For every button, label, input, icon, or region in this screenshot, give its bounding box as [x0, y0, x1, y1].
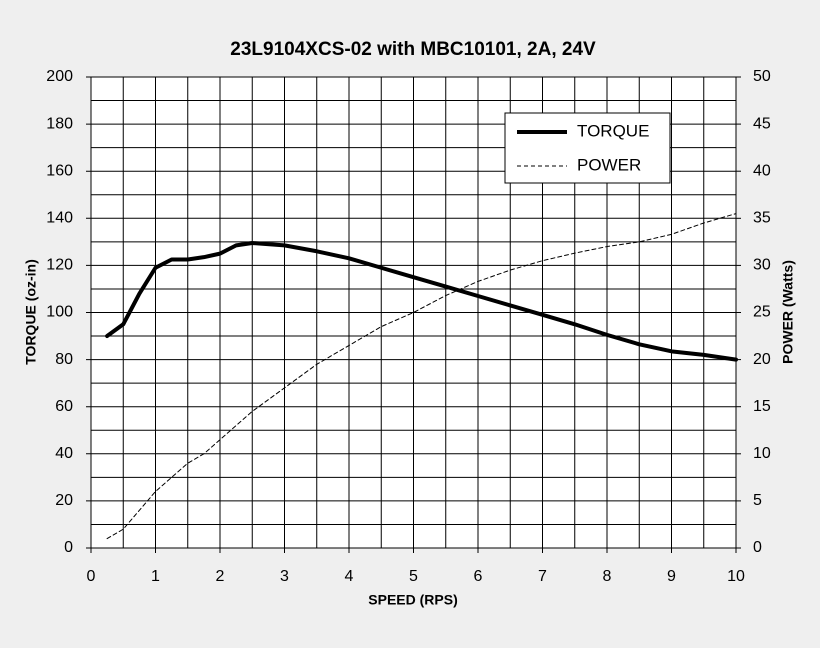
- y2-tick-label: 50: [753, 68, 771, 85]
- legend-box: [504, 112, 671, 184]
- y2-tick-label: 5: [753, 492, 762, 509]
- y-tick-label: 20: [55, 492, 73, 509]
- y2-tick-label: 20: [753, 351, 771, 368]
- y2-tick-label: 10: [753, 445, 771, 462]
- x-tick-label: 6: [474, 568, 483, 585]
- y2-tick-label: 30: [753, 257, 771, 274]
- y-tick-label: 160: [46, 162, 73, 179]
- y2-tick-label: 15: [753, 398, 771, 415]
- data-line: [105, 241, 738, 362]
- x-tick-label: 3: [280, 568, 289, 585]
- y-tick-label: 100: [46, 304, 73, 321]
- y2-tick-label: 35: [753, 210, 771, 227]
- y2-tick-label: 45: [753, 115, 771, 132]
- chart-title: 23L9104XCS-02 with MBC10101, 2A, 24V: [230, 39, 596, 60]
- y2-tick-label: 25: [753, 304, 771, 321]
- x-tick-label: 10: [727, 568, 745, 585]
- legend-label: POWER: [577, 155, 641, 174]
- y-tick-label: 140: [46, 210, 73, 227]
- y-tick-label: 180: [46, 115, 73, 132]
- data-line: [106, 213, 737, 540]
- y-tick-label: 200: [46, 68, 73, 85]
- x-tick-label: 9: [667, 568, 676, 585]
- y-tick-label: 80: [55, 351, 73, 368]
- y-axis-label: TORQUE (oz-in): [23, 259, 39, 365]
- x-tick-label: 0: [87, 568, 96, 585]
- y2-tick-label: 0: [753, 539, 762, 556]
- y2-axis-label: POWER (Watts): [780, 260, 796, 364]
- x-axis-label: SPEED (RPS): [368, 592, 457, 608]
- y-tick-label: 60: [55, 398, 73, 415]
- x-tick-label: 5: [409, 568, 418, 585]
- x-tick-label: 4: [345, 568, 354, 585]
- y-tick-label: 0: [64, 539, 73, 556]
- y2-tick-label: 40: [753, 162, 771, 179]
- plot-border: [90, 76, 737, 549]
- x-tick-label: 7: [538, 568, 547, 585]
- legend-label: TORQUE: [577, 121, 649, 140]
- x-tick-label: 2: [216, 568, 225, 585]
- y-tick-label: 120: [46, 257, 73, 274]
- x-tick-label: 8: [603, 568, 612, 585]
- y-tick-label: 40: [55, 445, 73, 462]
- x-tick-label: 1: [151, 568, 160, 585]
